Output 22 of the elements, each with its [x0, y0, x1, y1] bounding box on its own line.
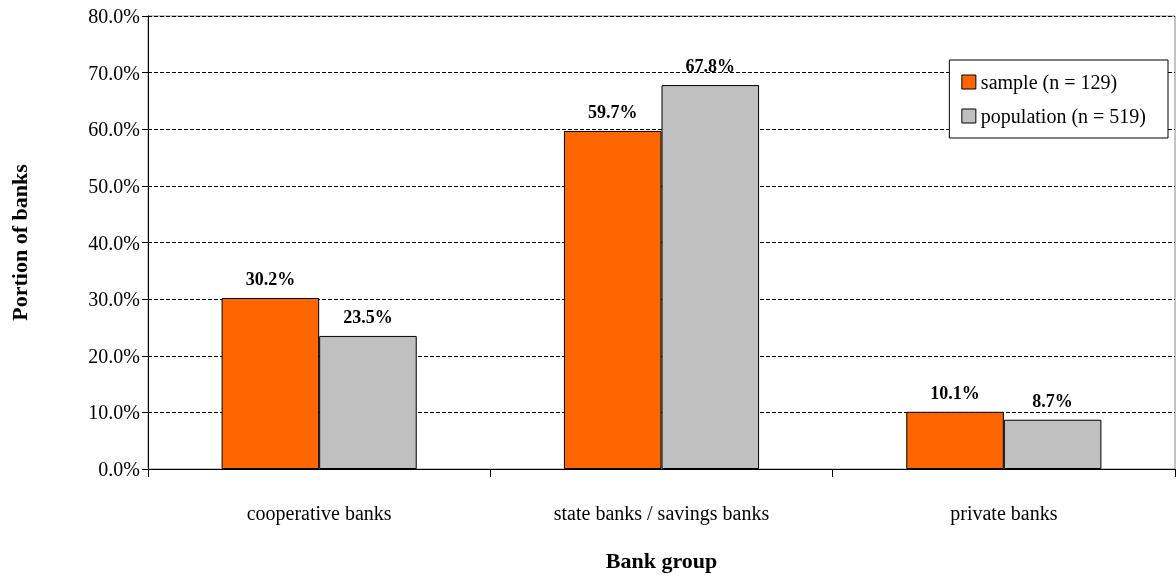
x-tick-label: state banks / savings banks	[553, 502, 770, 525]
data-label: 10.1%	[930, 382, 980, 403]
y-axis-title: Portion of banks	[6, 163, 32, 321]
data-label: 23.5%	[343, 306, 393, 327]
x-tick-label: private banks	[950, 502, 1058, 525]
y-tick-label: 20.0%	[88, 344, 140, 367]
y-tick-label: 70.0%	[88, 61, 140, 84]
data-label: 67.8%	[685, 56, 736, 77]
legend-label: population (n = 519)	[980, 105, 1147, 128]
y-tick-label: 30.0%	[88, 288, 140, 311]
x-axis-title: Bank group	[605, 547, 718, 573]
x-tick-label: cooperative banks	[246, 502, 392, 525]
y-tick-label: 80.0%	[88, 5, 140, 27]
legend-label: sample (n = 129)	[980, 71, 1118, 94]
y-tick-label: 0.0%	[98, 458, 140, 480]
y-tick-label: 50.0%	[88, 174, 140, 197]
data-label: 59.7%	[587, 101, 638, 122]
y-tick-label: 40.0%	[88, 231, 140, 254]
y-tick-label: 60.0%	[88, 118, 140, 141]
data-label: 8.7%	[1032, 390, 1073, 411]
data-label: 30.2%	[245, 268, 296, 289]
y-tick-label: 10.0%	[88, 401, 140, 424]
